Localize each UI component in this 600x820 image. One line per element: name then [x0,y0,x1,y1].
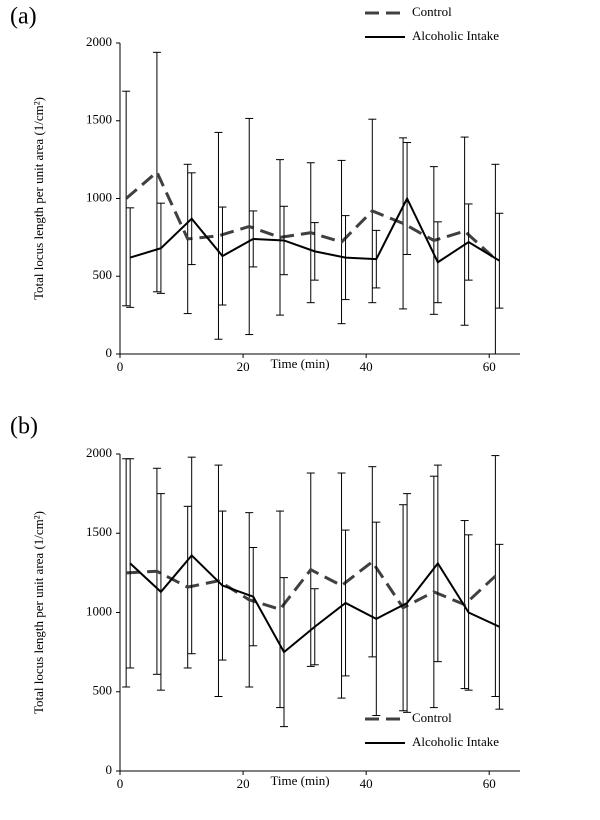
y-tick-label: 1500 [86,112,112,127]
y-tick-label: 0 [106,762,113,777]
y-tick-label: 0 [106,345,113,360]
y-tick-label: 1000 [86,189,112,204]
x-axis-label: Time (min) [270,356,329,371]
y-tick-label: 2000 [86,445,112,460]
y-axis-label: Total locus length per unit area (1/cm²) [31,97,46,300]
series-line [129,196,500,264]
legend-label: Alcoholic Intake [412,734,499,749]
legend-label: Control [412,4,452,19]
x-tick-label: 20 [237,776,250,791]
x-tick-label: 40 [360,359,373,374]
series-line [125,169,497,261]
series-line [129,553,500,654]
y-tick-label: 1500 [86,524,112,539]
x-tick-label: 60 [483,359,496,374]
y-tick-label: 2000 [86,34,112,49]
y-axis-label: Total locus length per unit area (1/cm²) [31,511,46,714]
series-line [126,559,497,612]
x-tick-label: 20 [237,359,250,374]
x-tick-label: 60 [483,776,496,791]
legend-label: Control [412,710,452,725]
panel-label: (b) [10,414,38,440]
x-axis-label: Time (min) [270,773,329,788]
y-tick-label: 1000 [86,603,112,618]
y-tick-label: 500 [93,683,113,698]
y-tick-label: 500 [93,267,113,282]
x-tick-label: 40 [360,776,373,791]
x-tick-label: 0 [117,359,124,374]
x-tick-label: 0 [117,776,124,791]
legend-label: Alcoholic Intake [412,28,499,43]
panel-label: (a) [10,4,37,30]
